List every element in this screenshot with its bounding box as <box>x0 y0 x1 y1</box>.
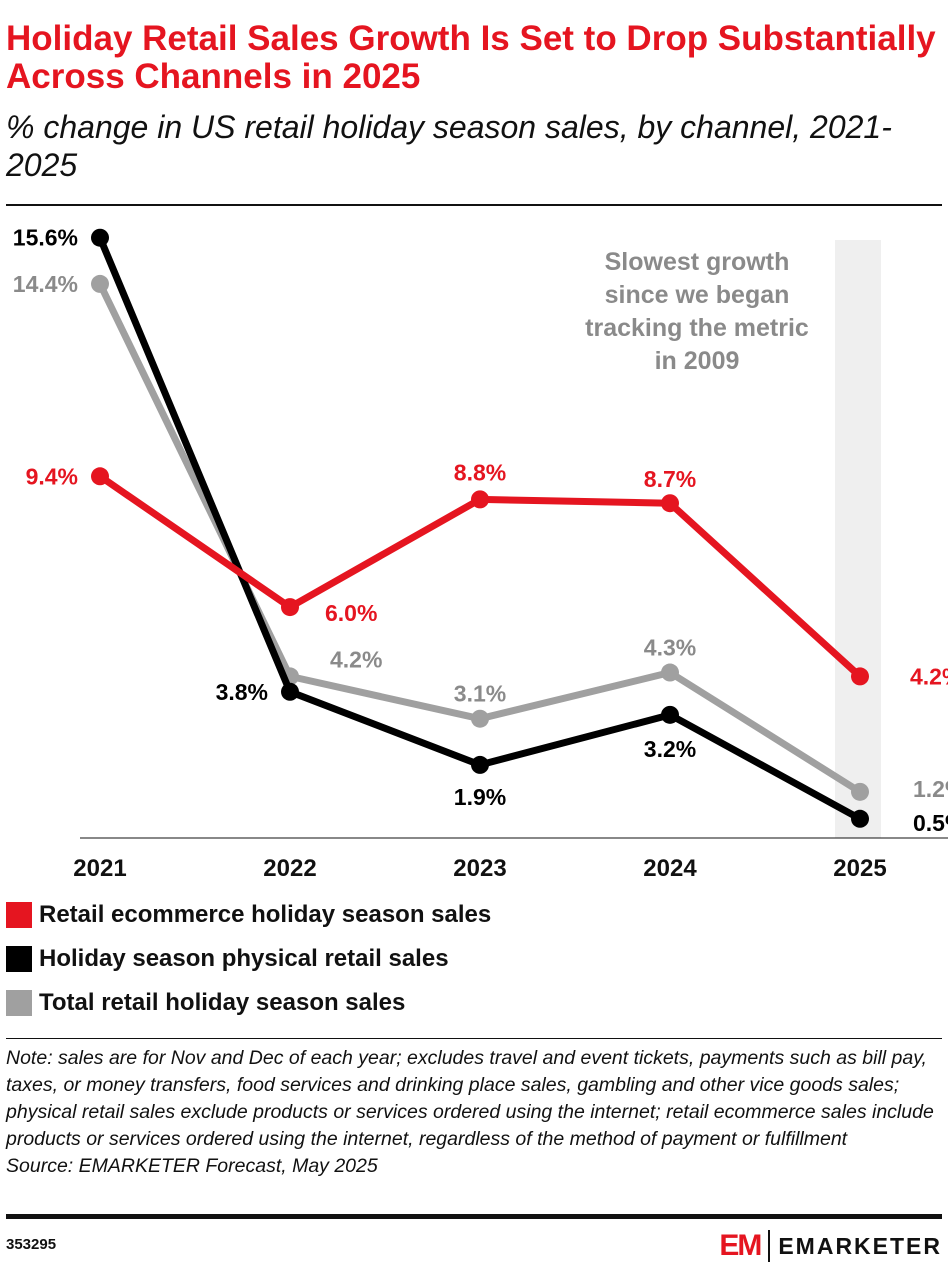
data-point <box>471 709 489 728</box>
line-chart: Slowest growth since we began tracking the… <box>13 225 948 882</box>
data-label: 3.1% <box>454 681 506 707</box>
x-tick-label: 2022 <box>263 855 316 882</box>
data-label: 0.5% <box>913 810 948 836</box>
note-divider <box>6 1038 942 1039</box>
legend-label: Holiday season physical retail sales <box>39 945 449 972</box>
top-divider <box>6 204 942 206</box>
data-label: 6.0% <box>325 600 377 626</box>
emarketer-logo: EM EMARKETER <box>719 1229 942 1263</box>
legend-label: Retail ecommerce holiday season sales <box>39 901 492 928</box>
data-point <box>91 274 109 293</box>
logo-divider <box>768 1230 771 1262</box>
data-point <box>471 490 489 509</box>
x-tick-label: 2025 <box>833 855 886 882</box>
logo-mark: EM <box>719 1229 762 1262</box>
data-label: 4.3% <box>644 635 696 661</box>
data-point <box>661 494 679 513</box>
x-tick-label: 2024 <box>643 855 697 882</box>
legend-item-ecommerce: Retail ecommerce holiday season sales <box>6 893 491 937</box>
legend-item-physical: Holiday season physical retail sales <box>6 937 491 981</box>
data-point <box>281 682 299 701</box>
data-label: 4.2% <box>910 663 948 689</box>
annotation-text: Slowest growth since we began tracking the… <box>585 248 809 375</box>
data-label: 8.8% <box>454 459 506 485</box>
x-tick-label: 2023 <box>453 855 506 882</box>
data-point <box>91 467 109 486</box>
data-label: 3.8% <box>216 679 268 705</box>
data-label: 8.7% <box>644 466 696 492</box>
logo-wordmark: EMARKETER <box>778 1232 942 1259</box>
chart-title: Holiday Retail Sales Growth Is Set to Dr… <box>6 19 936 96</box>
legend: Retail ecommerce holiday season sales Ho… <box>6 893 491 1025</box>
legend-swatch <box>6 990 32 1016</box>
data-point <box>661 705 679 724</box>
data-label: 4.2% <box>330 646 382 672</box>
data-point <box>471 755 489 774</box>
data-point <box>851 809 869 828</box>
footer-divider <box>6 1214 942 1219</box>
legend-swatch <box>6 902 32 928</box>
legend-label: Total retail holiday season sales <box>39 989 406 1016</box>
data-point <box>851 667 869 686</box>
chart-note: Note: sales are for Nov and Dec of each … <box>6 1045 946 1180</box>
data-point <box>851 782 869 801</box>
chart-id: 353295 <box>6 1236 57 1253</box>
source-text: Source: EMARKETER Forecast, May 2025 <box>6 1155 378 1177</box>
data-point <box>91 228 109 247</box>
chart-subtitle: % change in US retail holiday season sal… <box>6 109 892 183</box>
data-label: 15.6% <box>13 225 78 251</box>
x-tick-label: 2021 <box>73 855 126 882</box>
data-label: 1.9% <box>454 784 506 810</box>
data-point <box>661 663 679 682</box>
data-point <box>281 598 299 617</box>
data-label: 14.4% <box>13 271 78 297</box>
data-label: 1.2% <box>913 776 948 802</box>
data-label: 3.2% <box>644 736 696 762</box>
legend-item-total: Total retail holiday season sales <box>6 981 491 1025</box>
legend-swatch <box>6 946 32 972</box>
note-text: Note: sales are for Nov and Dec of each … <box>6 1047 934 1150</box>
data-label: 9.4% <box>26 463 78 489</box>
highlight-band <box>835 240 881 838</box>
